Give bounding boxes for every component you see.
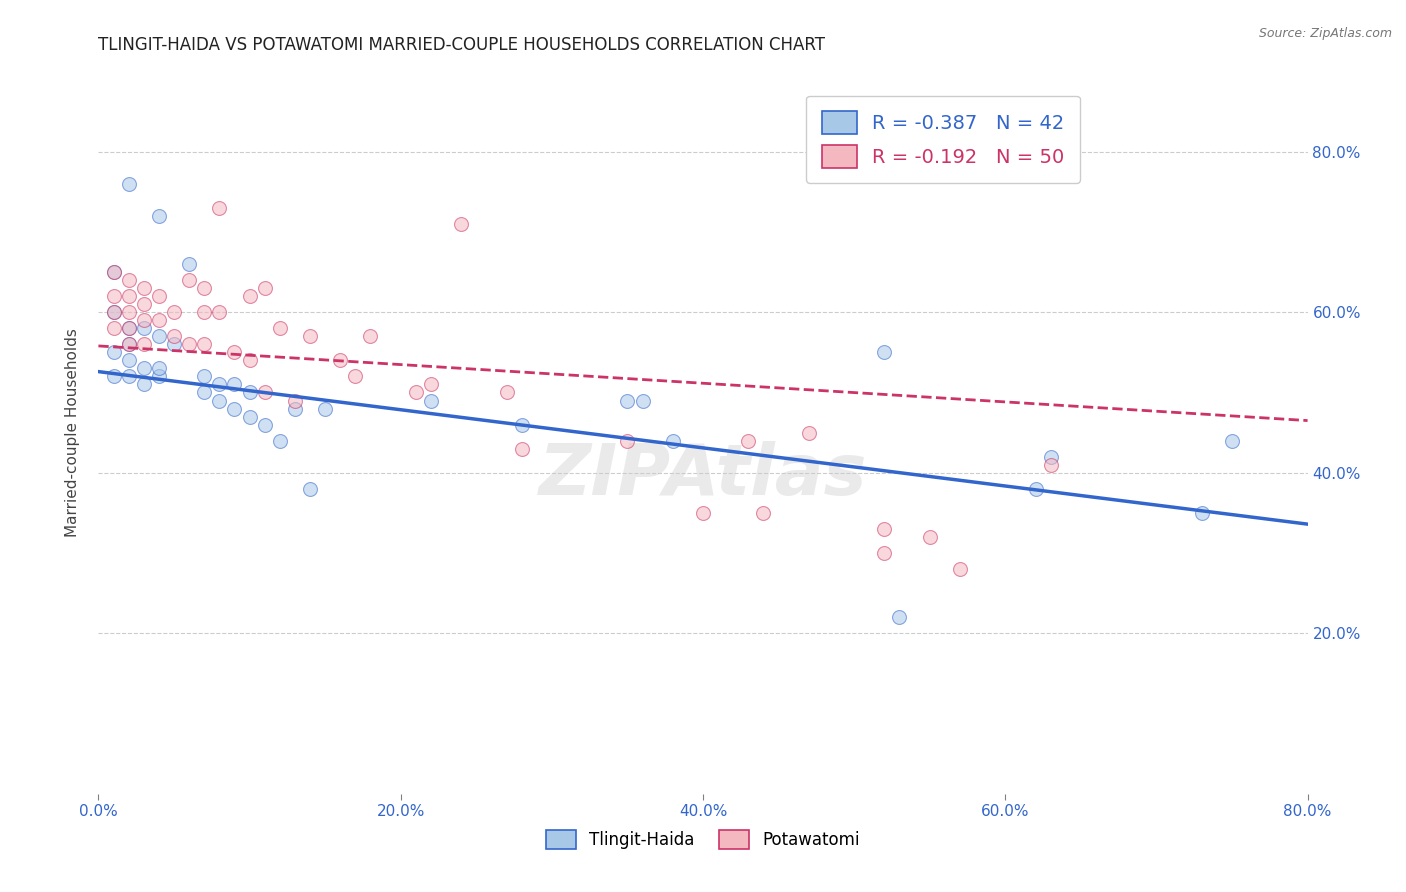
- Point: [148, 329, 170, 343]
- Point: [405, 385, 427, 400]
- Point: [224, 401, 246, 416]
- Point: [118, 369, 141, 384]
- Point: [737, 434, 759, 448]
- Point: [360, 329, 382, 343]
- Point: [103, 305, 125, 319]
- Point: [103, 265, 125, 279]
- Point: [797, 425, 820, 440]
- Text: TLINGIT-HAIDA VS POTAWATOMI MARRIED-COUPLE HOUSEHOLDS CORRELATION CHART: TLINGIT-HAIDA VS POTAWATOMI MARRIED-COUP…: [98, 36, 825, 54]
- Point: [1039, 458, 1062, 472]
- Point: [284, 393, 307, 408]
- Point: [118, 337, 141, 351]
- Point: [1220, 434, 1243, 448]
- Point: [118, 353, 141, 368]
- Point: [284, 401, 307, 416]
- Point: [208, 201, 231, 215]
- Point: [873, 546, 896, 560]
- Point: [193, 337, 215, 351]
- Point: [163, 329, 186, 343]
- Point: [616, 434, 638, 448]
- Point: [692, 506, 714, 520]
- Point: [420, 377, 443, 392]
- Point: [420, 393, 443, 408]
- Point: [208, 305, 231, 319]
- Point: [239, 353, 262, 368]
- Point: [193, 305, 215, 319]
- Point: [208, 377, 231, 392]
- Point: [1039, 450, 1062, 464]
- Point: [103, 321, 125, 335]
- Point: [103, 369, 125, 384]
- Point: [179, 337, 201, 351]
- Point: [179, 273, 201, 287]
- Point: [118, 305, 141, 319]
- Point: [193, 281, 215, 295]
- Point: [239, 289, 262, 303]
- Point: [253, 281, 276, 295]
- Point: [193, 385, 215, 400]
- Point: [1191, 506, 1213, 520]
- Point: [132, 281, 155, 295]
- Y-axis label: Married-couple Households: Married-couple Households: [65, 328, 80, 537]
- Point: [118, 177, 141, 191]
- Point: [873, 522, 896, 536]
- Point: [299, 482, 322, 496]
- Point: [118, 321, 141, 335]
- Point: [239, 409, 262, 424]
- Point: [208, 393, 231, 408]
- Point: [118, 321, 141, 335]
- Point: [132, 321, 155, 335]
- Point: [118, 289, 141, 303]
- Point: [344, 369, 367, 384]
- Legend: Tlingit-Haida, Potawatomi: Tlingit-Haida, Potawatomi: [537, 822, 869, 858]
- Point: [163, 305, 186, 319]
- Text: Source: ZipAtlas.com: Source: ZipAtlas.com: [1258, 27, 1392, 40]
- Point: [224, 377, 246, 392]
- Point: [299, 329, 322, 343]
- Point: [918, 530, 941, 544]
- Point: [1024, 482, 1046, 496]
- Point: [132, 337, 155, 351]
- Point: [314, 401, 336, 416]
- Point: [132, 297, 155, 311]
- Point: [148, 361, 170, 376]
- Point: [752, 506, 775, 520]
- Point: [495, 385, 517, 400]
- Point: [949, 562, 972, 576]
- Point: [889, 610, 911, 624]
- Point: [148, 289, 170, 303]
- Point: [103, 265, 125, 279]
- Point: [132, 377, 155, 392]
- Point: [103, 289, 125, 303]
- Point: [239, 385, 262, 400]
- Point: [132, 313, 155, 327]
- Point: [450, 217, 472, 231]
- Point: [132, 361, 155, 376]
- Point: [193, 369, 215, 384]
- Point: [148, 369, 170, 384]
- Point: [148, 313, 170, 327]
- Point: [118, 337, 141, 351]
- Point: [873, 345, 896, 359]
- Point: [510, 417, 533, 432]
- Point: [253, 385, 276, 400]
- Point: [329, 353, 352, 368]
- Point: [510, 442, 533, 456]
- Point: [224, 345, 246, 359]
- Point: [661, 434, 683, 448]
- Point: [148, 209, 170, 223]
- Text: ZIPAtlas: ZIPAtlas: [538, 442, 868, 510]
- Point: [103, 305, 125, 319]
- Point: [253, 417, 276, 432]
- Point: [163, 337, 186, 351]
- Point: [631, 393, 654, 408]
- Point: [179, 257, 201, 271]
- Point: [616, 393, 638, 408]
- Point: [103, 345, 125, 359]
- Point: [118, 273, 141, 287]
- Point: [269, 434, 291, 448]
- Point: [269, 321, 291, 335]
